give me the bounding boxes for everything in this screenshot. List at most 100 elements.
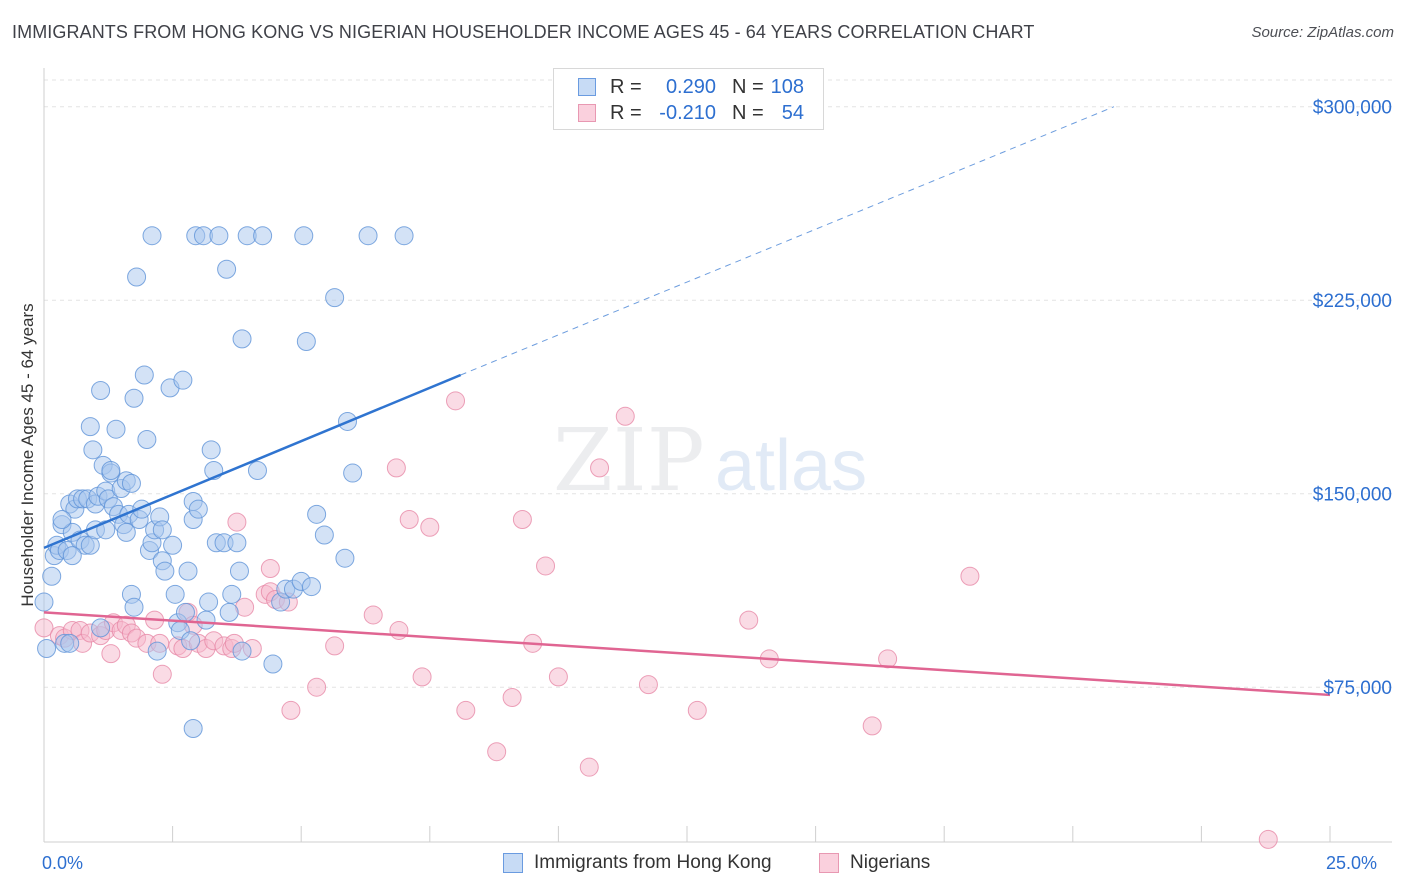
data-point-hong-kong: [232, 641, 252, 661]
data-point-nigerians: [281, 700, 301, 720]
legend-n-value: 108: [770, 75, 804, 98]
data-point-hong-kong: [209, 226, 229, 246]
data-point-hong-kong: [196, 610, 216, 630]
legend-n-label: N =: [732, 101, 764, 124]
data-point-hong-kong: [199, 592, 219, 612]
data-point-hong-kong: [52, 510, 72, 529]
legend-r-label: R =: [610, 101, 642, 124]
series-legend: Immigrants from Hong Kong Nigerians: [0, 852, 1406, 878]
data-point-nigerians: [638, 675, 658, 695]
data-point-hong-kong: [147, 641, 167, 661]
data-point-hong-kong: [62, 546, 82, 566]
data-point-hong-kong: [325, 288, 345, 308]
y-tick-label: $75,000: [1323, 678, 1392, 699]
data-point-nigerians: [420, 517, 440, 537]
trend-line-hong-kong: [43, 373, 462, 550]
data-point-nigerians: [34, 618, 54, 638]
legend-row-nigerians: R = -0.210 N = 54: [578, 100, 804, 126]
data-point-nigerians: [548, 667, 568, 687]
data-point-hong-kong: [343, 463, 363, 483]
data-point-hong-kong: [307, 504, 327, 524]
legend-swatch-pink: [578, 104, 596, 122]
y-axis-label: Householder Income Ages 45 - 64 years: [18, 303, 37, 607]
data-point-nigerians: [446, 391, 466, 411]
data-point-hong-kong: [232, 329, 252, 349]
trend-lines: [43, 106, 1331, 697]
data-point-hong-kong: [155, 561, 175, 581]
data-point-hong-kong: [42, 566, 62, 586]
data-point-hong-kong: [263, 654, 283, 674]
axes: [43, 68, 1392, 843]
legend-r-value: 0.290: [665, 75, 716, 98]
legend-n-label: N =: [732, 75, 764, 98]
data-point-hong-kong: [60, 633, 80, 653]
data-point-nigerians: [579, 757, 599, 777]
watermark-zip: ZIP: [553, 411, 705, 511]
data-point-hong-kong: [253, 226, 273, 246]
data-point-hong-kong: [222, 584, 242, 604]
data-point-hong-kong: [121, 473, 141, 493]
legend-swatch-blue: [503, 853, 523, 873]
data-point-nigerians: [101, 644, 121, 664]
y-tick-label: $225,000: [1313, 291, 1392, 312]
data-point-hong-kong: [296, 331, 316, 351]
data-point-hong-kong: [219, 602, 239, 622]
data-point-nigerians: [739, 610, 759, 630]
data-point-hong-kong: [394, 226, 414, 246]
data-point-hong-kong: [217, 259, 237, 279]
data-point-hong-kong: [247, 460, 267, 480]
legend-r-label: R =: [610, 75, 642, 98]
stats-legend: R = 0.290 N = 108 R = -0.210 N = 54: [553, 68, 824, 130]
chart-source: Source: ZipAtlas.com: [1251, 24, 1394, 41]
data-point-hong-kong: [314, 525, 334, 545]
data-point-hong-kong: [175, 602, 195, 622]
data-point-hong-kong: [91, 618, 111, 638]
data-point-nigerians: [325, 636, 345, 656]
data-point-hong-kong: [91, 381, 111, 400]
data-point-hong-kong: [127, 267, 147, 287]
data-point-hong-kong: [188, 499, 208, 519]
trend-line-nigerians: [43, 611, 1331, 697]
y-tick-label: $300,000: [1313, 98, 1392, 119]
data-point-hong-kong: [294, 226, 314, 246]
legend-label-hong-kong: Immigrants from Hong Kong: [534, 852, 772, 873]
data-point-hong-kong: [178, 561, 198, 581]
data-point-hong-kong: [134, 365, 154, 385]
data-point-hong-kong: [106, 419, 126, 439]
data-point-nigerians: [487, 742, 507, 762]
data-point-nigerians: [687, 700, 707, 720]
data-point-nigerians: [536, 556, 556, 576]
y-tick-labels: $75,000 $150,000 $225,000 $300,000: [1313, 98, 1392, 700]
data-point-hong-kong: [152, 520, 172, 540]
data-point-nigerians: [1258, 829, 1278, 849]
data-point-hong-kong: [34, 592, 54, 612]
y-tick-label: $150,000: [1313, 485, 1392, 506]
data-point-hong-kong: [183, 718, 203, 738]
data-point-hong-kong: [124, 597, 144, 617]
data-point-nigerians: [502, 688, 522, 708]
data-point-hong-kong: [101, 460, 121, 480]
legend-item-nigerians[interactable]: Nigerians: [819, 852, 930, 874]
data-point-hong-kong: [229, 561, 249, 581]
data-point-hong-kong: [301, 577, 321, 597]
data-point-nigerians: [412, 667, 432, 687]
data-point-hong-kong: [137, 430, 157, 450]
data-point-nigerians: [307, 677, 327, 697]
watermark: ZIP atlas: [553, 411, 867, 511]
data-point-nigerians: [878, 649, 898, 669]
data-point-nigerians: [615, 406, 635, 426]
data-point-hong-kong: [165, 584, 185, 604]
data-point-hong-kong: [335, 548, 355, 568]
data-point-hong-kong: [80, 417, 100, 437]
watermark-atlas: atlas: [715, 426, 867, 506]
data-point-nigerians: [152, 664, 172, 684]
legend-item-hong-kong[interactable]: Immigrants from Hong Kong: [503, 852, 772, 874]
data-point-nigerians: [399, 510, 419, 529]
data-point-hong-kong: [201, 440, 221, 460]
legend-r-value: -0.210: [659, 101, 716, 124]
data-point-hong-kong: [181, 631, 201, 651]
data-point-hong-kong: [37, 639, 57, 658]
data-point-hong-kong: [163, 535, 183, 555]
data-point-hong-kong: [358, 226, 378, 246]
